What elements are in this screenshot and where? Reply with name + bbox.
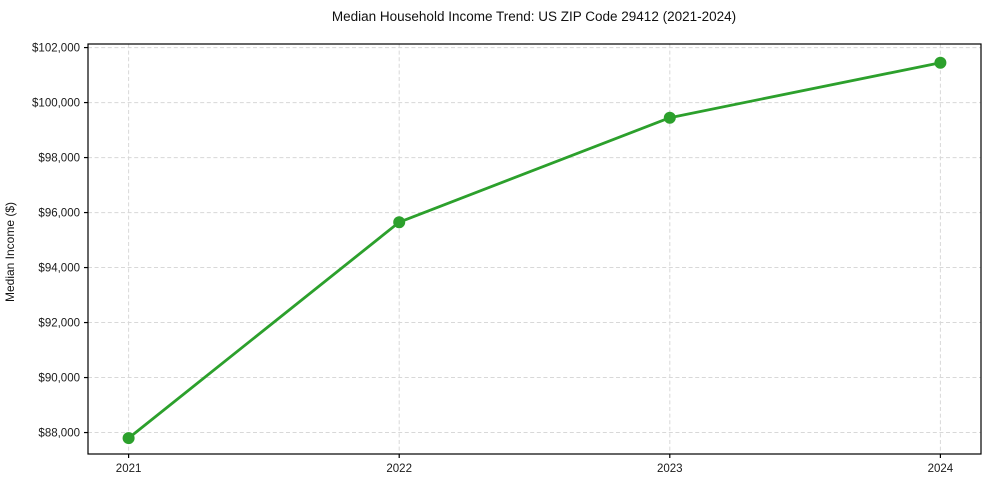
x-tick-label: 2021	[116, 463, 142, 475]
data-point-2023	[663, 111, 676, 124]
plot-border	[87, 43, 982, 455]
axis-layer: $88,000 $90,000 $92,000 $94,000 $96,000 $98,0…	[32, 43, 982, 475]
x-tick-label: 2023	[657, 463, 683, 475]
y-tick-label: $90,000	[38, 373, 80, 385]
data-point-2021	[122, 432, 135, 445]
y-tick-label: $92,000	[38, 318, 80, 330]
chart-title: Median Household Income Trend: US ZIP Co…	[332, 9, 736, 24]
y-tick-label: $96,000	[38, 208, 80, 220]
series-layer	[122, 56, 947, 445]
y-tick-label: $102,000	[32, 43, 80, 55]
trend-line	[127, 61, 942, 440]
y-tick-label: $88,000	[38, 428, 80, 440]
data-point-2022	[393, 216, 406, 229]
x-tick-label: 2024	[928, 463, 954, 475]
grid-layer	[88, 44, 981, 454]
data-point-2024	[934, 56, 947, 69]
x-tick-label: 2022	[386, 463, 412, 475]
y-tick-label: $98,000	[38, 153, 80, 165]
y-tick-label: $94,000	[38, 263, 80, 275]
y-tick-label: $100,000	[32, 98, 80, 110]
y-axis-label: Median Income ($)	[3, 202, 17, 302]
